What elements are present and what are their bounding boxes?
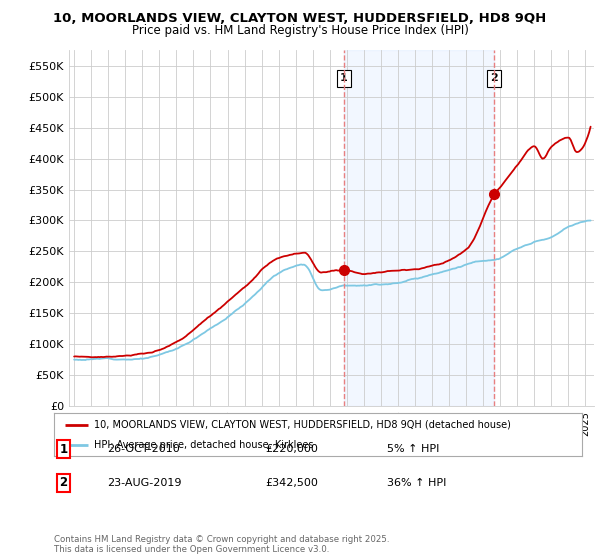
Text: 2: 2 [59, 477, 67, 489]
Text: Price paid vs. HM Land Registry's House Price Index (HPI): Price paid vs. HM Land Registry's House … [131, 24, 469, 36]
Text: 26-OCT-2010: 26-OCT-2010 [107, 445, 179, 454]
Text: HPI: Average price, detached house, Kirklees: HPI: Average price, detached house, Kirk… [94, 440, 313, 450]
Bar [344, 50, 494, 406]
Text: £342,500: £342,500 [265, 478, 318, 488]
Text: 36% ↑ HPI: 36% ↑ HPI [386, 478, 446, 488]
Text: Contains HM Land Registry data © Crown copyright and database right 2025.
This d: Contains HM Land Registry data © Crown c… [54, 535, 389, 554]
Text: £220,000: £220,000 [265, 445, 318, 454]
Text: 10, MOORLANDS VIEW, CLAYTON WEST, HUDDERSFIELD, HD8 9QH (detached house): 10, MOORLANDS VIEW, CLAYTON WEST, HUDDER… [94, 420, 511, 430]
Text: 1: 1 [59, 443, 67, 456]
Text: 2: 2 [490, 73, 498, 83]
Text: 23-AUG-2019: 23-AUG-2019 [107, 478, 181, 488]
Text: 10, MOORLANDS VIEW, CLAYTON WEST, HUDDERSFIELD, HD8 9QH: 10, MOORLANDS VIEW, CLAYTON WEST, HUDDER… [53, 12, 547, 25]
Text: 1: 1 [340, 73, 347, 83]
Text: 5% ↑ HPI: 5% ↑ HPI [386, 445, 439, 454]
